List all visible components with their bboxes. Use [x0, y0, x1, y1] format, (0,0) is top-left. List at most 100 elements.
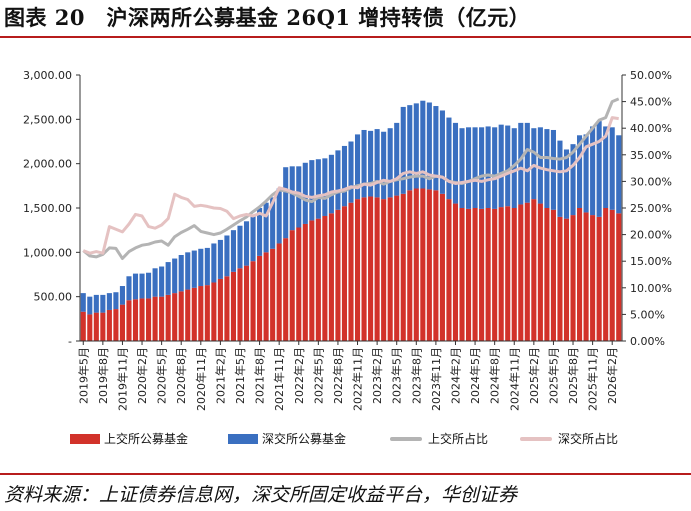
bar-sz	[119, 286, 125, 305]
bar-sz	[204, 247, 210, 286]
y-tick-label-right: 15.00%	[630, 255, 672, 268]
bar-sh	[185, 289, 191, 341]
bar-sz	[439, 110, 445, 194]
bar-sz	[302, 162, 308, 224]
bar-sh	[524, 202, 530, 341]
bar-sz	[87, 296, 93, 315]
bar-sh	[309, 220, 315, 341]
x-tick-label: 2024年5月	[468, 347, 482, 404]
bar-sh	[152, 296, 158, 341]
bar-sh	[106, 309, 112, 341]
bar-sh	[250, 261, 256, 341]
bar-sh	[550, 209, 556, 341]
bar-sh	[531, 199, 537, 341]
y-tick-label-right: 45.00%	[630, 96, 672, 109]
bar-sz	[322, 158, 328, 216]
bar-sz	[361, 129, 367, 198]
chart-legend: 上交所公募基金 深交所公募基金 上交所占比 深交所占比	[0, 430, 691, 450]
bar-sz	[420, 100, 426, 189]
bar-sz	[433, 106, 439, 191]
bar-sh	[289, 230, 295, 341]
bar-sz	[537, 127, 543, 204]
legend-label-sh-bar: 上交所公募基金	[104, 432, 189, 446]
bar-sz	[577, 135, 583, 208]
bar-sh	[354, 199, 361, 341]
x-tick-label: 2021年5月	[233, 347, 247, 404]
bar-sz	[446, 117, 452, 200]
bar-sh	[178, 291, 184, 341]
line-layer	[82, 97, 620, 260]
bar-sz	[309, 160, 315, 221]
bar-sh	[439, 193, 445, 341]
bar-sh	[257, 255, 263, 341]
bar-sz	[217, 239, 223, 279]
bar-sh	[87, 314, 93, 341]
bar-sz	[459, 128, 465, 208]
x-tick-label: 2025年11月	[586, 347, 600, 411]
bar-sh	[420, 188, 426, 341]
bar-sz	[100, 294, 106, 313]
bar-sh	[374, 197, 380, 341]
x-tick-label: 2025年2月	[527, 347, 541, 404]
x-tick-label: 2024年11月	[507, 347, 521, 411]
bar-sz	[465, 127, 472, 209]
bar-sh	[80, 311, 86, 341]
bar-sh	[146, 298, 152, 341]
bar-sh	[407, 190, 413, 341]
bar-sh	[276, 243, 282, 341]
bar-sh	[322, 215, 328, 341]
bar-sh	[394, 195, 400, 341]
bar-sz	[381, 131, 387, 200]
x-tick-label: 2020年5月	[155, 347, 169, 404]
legend-swatch-sz-bar	[228, 433, 258, 444]
bar-sh	[603, 208, 609, 341]
legend-item-sz-line: 深交所占比	[520, 430, 618, 447]
bar-sz	[165, 262, 171, 295]
bar-sh	[433, 190, 439, 341]
bar-sh	[472, 208, 478, 341]
bar-sz	[563, 149, 570, 219]
bar-sz	[341, 145, 348, 207]
x-tick-label: 2022年2月	[292, 347, 306, 404]
bar-sz	[276, 188, 282, 244]
y-tick-label-left: -	[68, 335, 72, 348]
bar-sh	[191, 287, 197, 341]
bar-sz	[211, 243, 217, 283]
bar-sz	[387, 128, 393, 198]
x-tick-label: 2023年8月	[409, 347, 423, 404]
bar-sh	[485, 208, 491, 341]
bar-sh	[341, 206, 348, 341]
bar-sz	[374, 129, 380, 198]
x-tick-label: 2025年5月	[546, 347, 560, 404]
bar-sz	[452, 122, 459, 204]
y-tick-label-right: 25.00%	[630, 202, 672, 215]
bar-sz	[172, 258, 178, 294]
bar-sz	[283, 167, 289, 239]
bar-sh	[198, 286, 204, 341]
x-tick-label: 2025年8月	[566, 347, 580, 404]
x-tick-label: 2019年5月	[76, 347, 90, 404]
bar-sh	[381, 199, 387, 341]
bar-sz	[426, 102, 432, 190]
y-tick-label-right: 50.00%	[630, 69, 672, 82]
bar-sz	[159, 266, 165, 297]
bar-sh	[590, 215, 596, 341]
bar-sz	[113, 292, 119, 310]
bar-sh	[492, 208, 498, 341]
bar-sh	[172, 293, 178, 341]
legend-item-sh-line: 上交所占比	[390, 430, 488, 447]
bar-sz	[557, 140, 563, 217]
bar-sh	[204, 285, 210, 341]
bar-sh	[315, 218, 321, 341]
bar-sz	[479, 127, 485, 209]
x-tick-label: 2024年8月	[488, 347, 502, 404]
y-tick-label-left: 2,500.00	[23, 113, 72, 126]
bar-sz	[505, 125, 511, 207]
bar-sh	[583, 212, 589, 341]
bar-sh	[537, 203, 543, 341]
y-tick-label-left: 500.00	[34, 291, 73, 304]
bar-sz	[616, 135, 622, 214]
x-tick-label: 2020年2月	[135, 347, 149, 404]
y-tick-label-right: 5.00%	[630, 308, 665, 321]
legend-label-sh-line: 上交所占比	[428, 432, 489, 446]
